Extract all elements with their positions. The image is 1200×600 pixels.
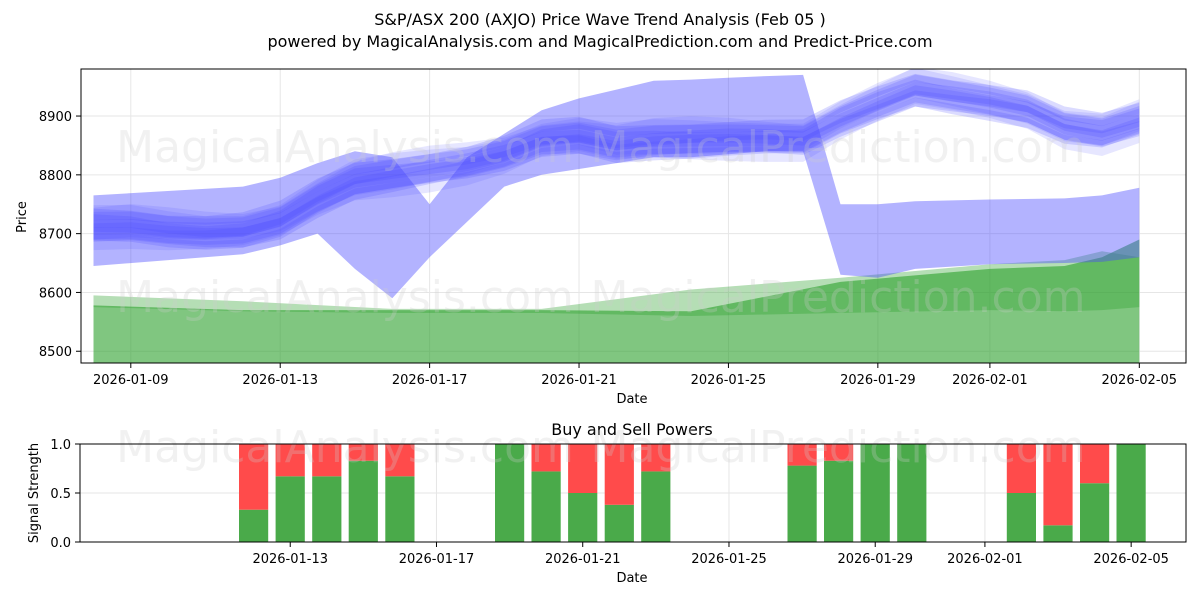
signal-x-tick-label: 2026-01-13 bbox=[252, 552, 328, 567]
blue-wave-layer bbox=[93, 79, 1140, 248]
x-tick-label: 2026-02-01 bbox=[952, 373, 1028, 388]
signal-x-tick-label: 2026-02-05 bbox=[1093, 552, 1169, 567]
signal-y-tick-label: 0.0 bbox=[50, 536, 71, 551]
sell-bar bbox=[568, 444, 598, 493]
buy-bar bbox=[824, 460, 854, 542]
buy-bar bbox=[604, 504, 634, 542]
buy-bar bbox=[275, 476, 305, 542]
signal-x-tick-label: 2026-02-01 bbox=[947, 552, 1023, 567]
chart-title: S&P/ASX 200 (AXJO) Price Wave Trend Anal… bbox=[374, 10, 826, 29]
x-tick-label: 2026-01-17 bbox=[392, 373, 468, 388]
sell-bar bbox=[1006, 444, 1036, 493]
buy-bar bbox=[860, 444, 890, 542]
signal-y-tick-label: 0.5 bbox=[50, 487, 71, 502]
watermark-prediction-top: MagicalPrediction.com bbox=[591, 122, 1086, 173]
x-tick-label: 2026-01-29 bbox=[840, 373, 916, 388]
chart-subtitle: powered by MagicalAnalysis.com and Magic… bbox=[267, 32, 932, 51]
y-tick-label: 8700 bbox=[39, 228, 72, 243]
blue-wave-layer bbox=[93, 73, 1140, 238]
sell-bar bbox=[787, 444, 817, 466]
watermark-prediction-bottom: MagicalPrediction.com bbox=[591, 422, 1086, 473]
green-forecast-bands bbox=[93, 239, 1140, 363]
buy-bar bbox=[787, 465, 817, 542]
buy-bar bbox=[1080, 483, 1110, 542]
signal-axis-ticks: 2026-01-13 2026-01-17 2026-01-21 2026-01-25… bbox=[50, 438, 1169, 567]
signal-x-tick-label: 2026-01-17 bbox=[399, 552, 475, 567]
signal-y-axis-label: Signal Strength bbox=[27, 443, 42, 543]
sell-bar bbox=[348, 444, 378, 461]
watermark-prediction-mid: MagicalPrediction.com bbox=[591, 272, 1086, 323]
signal-x-tick-label: 2026-01-25 bbox=[691, 552, 767, 567]
signal-x-tick-label: 2026-01-21 bbox=[545, 552, 621, 567]
buy-bar bbox=[531, 471, 561, 542]
watermark-analysis-bottom: MagicalAnalysis.com bbox=[116, 422, 574, 473]
price-x-axis-label: Date bbox=[616, 392, 647, 407]
blue-wave-bands bbox=[93, 69, 1140, 299]
watermark-analysis-mid: MagicalAnalysis.com bbox=[116, 272, 574, 323]
blue-wave-layer bbox=[93, 81, 1140, 239]
signal-chart-title: Buy and Sell Powers bbox=[551, 420, 713, 439]
green-band-dark bbox=[93, 239, 1140, 363]
y-tick-label: 8500 bbox=[39, 345, 72, 360]
sell-bar bbox=[239, 444, 269, 510]
signal-bars bbox=[239, 444, 1146, 542]
price-axes-frame bbox=[80, 68, 1187, 364]
buy-bar bbox=[348, 460, 378, 542]
signal-x-axis-label: Date bbox=[616, 571, 647, 586]
signal-x-tick-label: 2026-01-29 bbox=[837, 552, 913, 567]
buy-bar bbox=[385, 476, 415, 542]
sell-bar bbox=[275, 444, 305, 477]
x-tick-label: 2026-01-09 bbox=[93, 373, 169, 388]
sell-bar bbox=[1080, 444, 1110, 484]
sell-bar bbox=[531, 444, 561, 472]
buy-bar bbox=[897, 444, 927, 542]
blue-wave-layer bbox=[93, 90, 1140, 250]
buy-bar bbox=[312, 476, 342, 542]
y-tick-label: 8900 bbox=[39, 110, 72, 125]
x-tick-label: 2026-01-21 bbox=[541, 373, 617, 388]
buy-bar bbox=[495, 444, 525, 542]
y-tick-label: 8600 bbox=[39, 286, 72, 301]
buy-bar bbox=[1043, 525, 1073, 542]
buy-bar bbox=[1116, 444, 1146, 542]
buy-bar bbox=[239, 509, 269, 542]
sell-bar bbox=[604, 444, 634, 505]
sell-bar bbox=[824, 444, 854, 461]
sell-bar bbox=[1043, 444, 1073, 526]
sell-bar bbox=[312, 444, 342, 477]
y-tick-label: 8800 bbox=[39, 169, 72, 184]
buy-bar bbox=[568, 493, 598, 542]
signal-y-tick-label: 1.0 bbox=[50, 438, 71, 453]
x-tick-label: 2026-02-05 bbox=[1102, 373, 1178, 388]
blue-wave-layer bbox=[93, 69, 1140, 240]
buy-bar bbox=[641, 471, 671, 542]
buy-bar bbox=[1006, 493, 1036, 542]
x-tick-label: 2026-01-25 bbox=[691, 373, 767, 388]
blue-wide-band bbox=[93, 74, 1140, 299]
sell-bar bbox=[641, 444, 671, 472]
x-tick-label: 2026-01-13 bbox=[242, 373, 318, 388]
sell-bar bbox=[385, 444, 415, 477]
price-axis-ticks: 2026-01-09 2026-01-13 2026-01-17 2026-01-21… bbox=[39, 110, 1177, 388]
watermark-analysis-top: MagicalAnalysis.com bbox=[116, 122, 574, 173]
blue-wave-layer bbox=[93, 69, 1140, 251]
price-y-axis-label: Price bbox=[15, 201, 30, 233]
